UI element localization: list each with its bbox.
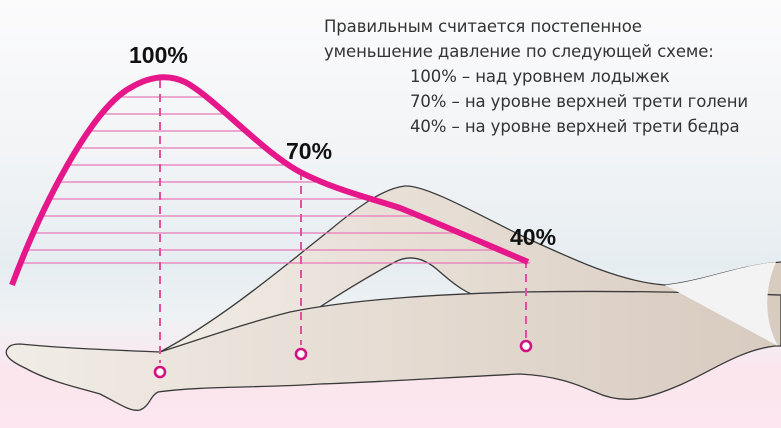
label-70-percent: 70%	[286, 138, 333, 164]
calf-point-icon	[294, 347, 308, 361]
drop-lines	[159, 80, 527, 363]
label-100-percent: 100%	[129, 42, 188, 68]
description-heading-line-1: Правильным считается постепенное	[324, 17, 642, 36]
description-item-thigh: 40% – на уровне верхней трети бедра	[410, 117, 740, 136]
pressure-curve	[9, 74, 530, 287]
raised-leg	[159, 185, 781, 353]
description-item-ankle: 100% – над уровнем лодыжек	[410, 67, 670, 86]
description-block: Правильным считается постепенное уменьше…	[324, 14, 748, 139]
ankle-point-icon	[153, 365, 167, 379]
thigh-point-icon	[519, 339, 533, 353]
lying-leg	[5, 262, 781, 411]
description-item-calf: 70% – на уровне верхней трети голени	[410, 92, 749, 111]
measurement-points	[153, 339, 533, 379]
description-heading-line-2: уменьшение давление по следующей схеме:	[324, 42, 714, 61]
label-40-percent: 40%	[510, 224, 557, 250]
